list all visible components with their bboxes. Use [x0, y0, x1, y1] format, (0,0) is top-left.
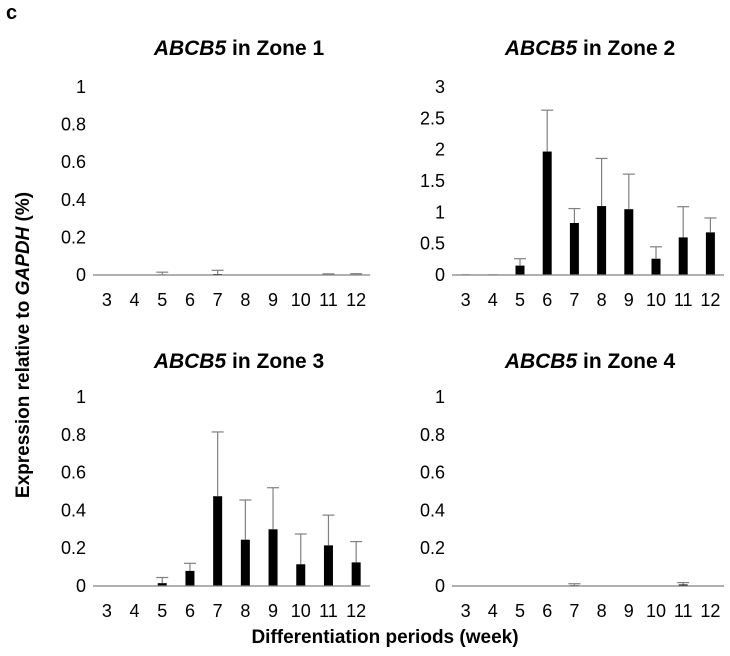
chart-1-x-tick-label: 6 — [185, 290, 195, 310]
chart-3-y-tick-label: 0.6 — [61, 463, 86, 483]
chart-2-y-tick-label: 2 — [435, 140, 445, 160]
chart-2-y-tick-label: 1.5 — [420, 171, 445, 191]
chart-3-y-tick-label: 1 — [76, 387, 86, 407]
chart-3-bar — [296, 564, 306, 586]
chart-2-y-tick-label: 2.5 — [420, 108, 445, 128]
chart-3-x-tick-label: 11 — [319, 601, 338, 621]
chart-3-bar — [351, 562, 361, 586]
chart-2-x-tick-label: 5 — [515, 290, 525, 310]
chart-3-x-tick-label: 7 — [213, 601, 223, 621]
chart-2-x-tick-label: 11 — [674, 290, 693, 310]
chart-4-x-tick-label: 10 — [646, 601, 666, 621]
chart-1-x-tick-label: 3 — [102, 290, 112, 310]
chart-4-y-tick-label: 0 — [435, 576, 445, 596]
chart-2-x-tick-label: 3 — [461, 290, 471, 310]
chart-4-bar — [678, 584, 688, 586]
chart-3-bar — [240, 539, 250, 586]
chart-1-title-zone: in Zone 1 — [226, 37, 324, 60]
chart-3-y-tick-label: 0 — [76, 576, 86, 596]
chart-4-title-zone: in Zone 4 — [577, 350, 675, 373]
chart-2-bar — [597, 206, 607, 275]
chart-2-bar — [569, 222, 579, 275]
chart-3-x-tick-label: 12 — [346, 601, 366, 621]
chart-4-x-tick-label: 6 — [542, 601, 552, 621]
chart-1-y-tick-label: 0.4 — [61, 190, 86, 210]
chart-3-bar — [185, 570, 195, 586]
chart-2-y-tick-label: 0.5 — [420, 234, 445, 254]
chart-4-y-tick-label: 0.8 — [420, 425, 445, 445]
chart-3-y-tick-label: 0.4 — [61, 500, 86, 520]
chart-2-x-tick-label: 9 — [624, 290, 634, 310]
chart-2-x-tick-label: 4 — [488, 290, 498, 310]
chart-2-x-tick-label: 6 — [542, 290, 552, 310]
chart-3-bar — [213, 496, 223, 586]
chart-4-x-tick-label: 9 — [624, 601, 634, 621]
chart-1-x-tick-label: 8 — [240, 290, 250, 310]
chart-2-bar — [651, 258, 661, 275]
chart-3-x-tick-label: 10 — [291, 601, 311, 621]
chart-2-y-tick-label: 1 — [435, 202, 445, 222]
chart-4-y-tick-label: 0.4 — [420, 500, 445, 520]
chart-3-x-tick-label: 6 — [185, 601, 195, 621]
chart-3-bar — [157, 583, 167, 586]
chart-3-x-tick-label: 5 — [157, 601, 167, 621]
chart-4-x-tick-label: 8 — [597, 601, 607, 621]
chart-2-bar — [705, 232, 715, 275]
chart-2-bar — [515, 265, 525, 275]
chart-1-y-tick-label: 0.8 — [61, 115, 86, 135]
chart-2-x-tick-label: 12 — [700, 290, 720, 310]
chart-2-x-tick-label: 7 — [569, 290, 579, 310]
chart-1-x-tick-label: 12 — [346, 290, 366, 310]
chart-2-bar — [542, 151, 552, 275]
chart-3-y-tick-label: 0.2 — [61, 538, 86, 558]
chart-3-title: ABCB5 in Zone 3 — [153, 350, 324, 373]
chart-1-y-tick-label: 0 — [76, 265, 86, 285]
chart-3-x-tick-label: 9 — [268, 601, 278, 621]
chart-1-y-tick-label: 0.6 — [61, 152, 86, 172]
chart-4-x-tick-label: 7 — [569, 601, 579, 621]
chart-2-title: ABCB5 in Zone 2 — [504, 37, 675, 60]
chart-2-title-zone: in Zone 2 — [577, 37, 675, 60]
chart-3-title-zone: in Zone 3 — [226, 350, 324, 373]
x-axis-label: Differentiation periods (week) — [251, 627, 519, 648]
chart-3-x-tick-label: 4 — [130, 601, 140, 621]
chart-1-y-tick-label: 0.2 — [61, 227, 86, 247]
chart-4-x-tick-label: 3 — [461, 601, 471, 621]
chart-2-x-tick-label: 8 — [597, 290, 607, 310]
chart-3-x-tick-label: 3 — [102, 601, 112, 621]
chart-1-title: ABCB5 in Zone 1 — [153, 37, 325, 60]
chart-4-x-tick-label: 11 — [674, 601, 693, 621]
chart-1-title-gene: ABCB5 — [153, 37, 227, 60]
chart-2-bar — [624, 209, 634, 275]
chart-3-x-tick-label: 8 — [240, 601, 250, 621]
chart-2-bar — [678, 237, 688, 275]
chart-1-x-tick-label: 10 — [291, 290, 311, 310]
chart-3-bar — [268, 529, 278, 586]
chart-3-y-tick-label: 0.8 — [61, 425, 86, 445]
panel-letter: c — [6, 2, 18, 24]
chart-2-x-tick-label: 10 — [646, 290, 666, 310]
chart-4-y-tick-label: 0.6 — [420, 463, 445, 483]
chart-4-x-tick-label: 4 — [488, 601, 498, 621]
chart-4-y-tick-label: 0.2 — [420, 538, 445, 558]
chart-1-x-tick-label: 11 — [319, 290, 338, 310]
chart-1-x-tick-label: 4 — [130, 290, 140, 310]
chart-2-y-tick-label: 3 — [435, 77, 445, 97]
chart-1-x-tick-label: 9 — [268, 290, 278, 310]
chart-4-title: ABCB5 in Zone 4 — [504, 350, 676, 373]
chart-2-y-tick-label: 0 — [435, 265, 445, 285]
chart-1-x-tick-label: 7 — [213, 290, 223, 310]
chart-3-bar — [323, 545, 333, 586]
chart-2-title-gene: ABCB5 — [504, 37, 578, 60]
chart-1-x-tick-label: 5 — [157, 290, 167, 310]
chart-4-x-tick-label: 5 — [515, 601, 525, 621]
chart-3-title-gene: ABCB5 — [153, 350, 227, 373]
chart-4-y-tick-label: 1 — [435, 387, 445, 407]
chart-4-title-gene: ABCB5 — [504, 350, 578, 373]
chart-1-y-tick-label: 1 — [76, 77, 86, 97]
chart-4-x-tick-label: 12 — [700, 601, 720, 621]
